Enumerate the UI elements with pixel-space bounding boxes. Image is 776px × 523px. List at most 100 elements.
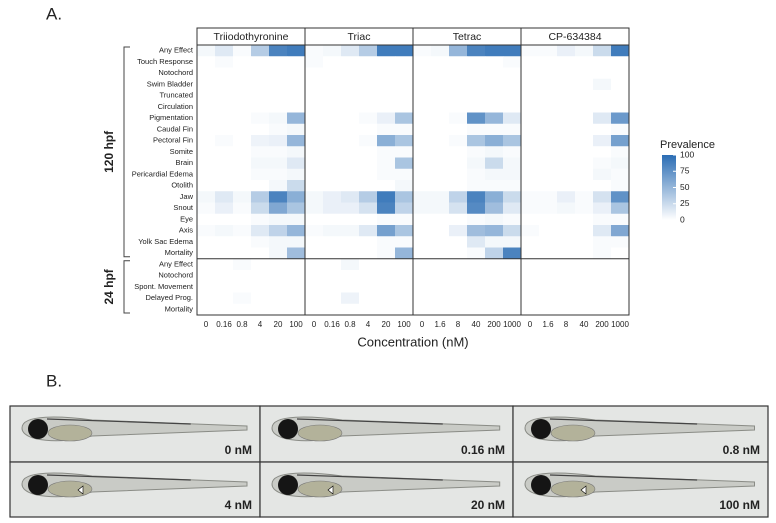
larva-pigment bbox=[296, 474, 443, 481]
heatmap-cell bbox=[467, 56, 486, 68]
heatmap-cell bbox=[197, 67, 216, 80]
heatmap-cell bbox=[575, 258, 594, 271]
heatmap-cell bbox=[377, 292, 396, 305]
heatmap-cell bbox=[305, 78, 324, 91]
heatmap-cell bbox=[575, 123, 594, 136]
heatmap-cell bbox=[449, 146, 468, 158]
heatmap-cell bbox=[395, 146, 414, 158]
heatmap-cell bbox=[593, 303, 612, 316]
heatmap-cell bbox=[413, 281, 432, 293]
heatmap-cell bbox=[611, 292, 630, 305]
heatmap-cell bbox=[215, 225, 234, 237]
heatmap-cell bbox=[557, 56, 576, 68]
heatmap-cell bbox=[359, 225, 378, 237]
heatmap-cell bbox=[521, 303, 540, 316]
heatmap-cell bbox=[287, 258, 306, 271]
heatmap-cell bbox=[341, 135, 360, 147]
arrowhead bbox=[327, 485, 334, 495]
heatmap-cell bbox=[251, 123, 270, 136]
heatmap-cell bbox=[557, 168, 576, 181]
heatmap-cell bbox=[359, 247, 378, 260]
heatmap-cell bbox=[521, 157, 540, 170]
heatmap-cell bbox=[287, 202, 306, 215]
heatmap-cell bbox=[413, 180, 432, 192]
heatmap-cell bbox=[557, 258, 576, 271]
heatmap-cell bbox=[485, 213, 504, 226]
heatmap-cell bbox=[539, 90, 558, 102]
heatmap-cell bbox=[467, 101, 486, 113]
heatmap-cell bbox=[539, 258, 558, 271]
heatmap-cell bbox=[305, 157, 324, 170]
heatmap-cell bbox=[485, 123, 504, 136]
heatmap-cell bbox=[521, 236, 540, 248]
heatmap-cell bbox=[305, 123, 324, 136]
heatmap-cell bbox=[395, 213, 414, 226]
heatmap-cell bbox=[467, 225, 486, 237]
heatmap-cell bbox=[521, 281, 540, 293]
heatmap-cell bbox=[593, 146, 612, 158]
heatmap-cell bbox=[611, 168, 630, 181]
heatmap-cell bbox=[539, 135, 558, 147]
heatmap-cell bbox=[215, 258, 234, 271]
heatmap-cell bbox=[611, 90, 630, 102]
heatmap-cell bbox=[233, 56, 252, 68]
heatmap-cell bbox=[251, 213, 270, 226]
heatmap-cell bbox=[503, 258, 522, 271]
heatmap-cell bbox=[269, 168, 288, 181]
heatmap-cell bbox=[251, 135, 270, 147]
heatmap-cell bbox=[359, 67, 378, 80]
heatmap-cell bbox=[557, 225, 576, 237]
heatmap-cell bbox=[341, 56, 360, 68]
heatmap-cell bbox=[251, 281, 270, 293]
heatmap-cell bbox=[485, 90, 504, 102]
heatmap-cell bbox=[467, 45, 486, 57]
heatmap-cell bbox=[593, 270, 612, 282]
heatmap-cell bbox=[323, 146, 342, 158]
heatmap-cell bbox=[413, 146, 432, 158]
heatmap-cell bbox=[503, 78, 522, 91]
heatmap-cell bbox=[287, 270, 306, 282]
heatmap-cell bbox=[485, 157, 504, 170]
heatmap-cell bbox=[269, 303, 288, 316]
heatmap-cell bbox=[539, 191, 558, 203]
x-tick-label: 8 bbox=[564, 320, 569, 329]
heatmap-cell bbox=[521, 45, 540, 57]
heatmap-cell bbox=[305, 281, 324, 293]
heatmap-cell bbox=[269, 191, 288, 203]
heatmap-cell bbox=[269, 135, 288, 147]
row-label: Snout bbox=[173, 203, 194, 212]
heatmap-cell bbox=[251, 157, 270, 170]
heatmap-cell bbox=[287, 101, 306, 113]
heatmap-cell bbox=[197, 292, 216, 305]
heatmap-cell bbox=[359, 101, 378, 113]
heatmap-cell bbox=[431, 225, 450, 237]
heatmap-cell bbox=[269, 146, 288, 158]
heatmap-cell bbox=[359, 123, 378, 136]
heatmap-cell bbox=[197, 146, 216, 158]
heatmap-cell bbox=[323, 135, 342, 147]
heatmap-cell bbox=[251, 258, 270, 271]
photo-label: 0.8 nM bbox=[723, 443, 760, 457]
larva-pigment bbox=[296, 418, 443, 425]
x-tick-label: 0 bbox=[420, 320, 425, 329]
heatmap-cell bbox=[197, 213, 216, 226]
heatmap-cell bbox=[395, 157, 414, 170]
heatmap-cell bbox=[251, 303, 270, 316]
colorbar-title: Prevalence bbox=[660, 139, 715, 151]
heatmap-cell bbox=[323, 303, 342, 316]
heatmap-cell bbox=[521, 168, 540, 181]
heatmap-cell bbox=[377, 112, 396, 125]
heatmap-cell bbox=[575, 213, 594, 226]
group-bracket bbox=[123, 46, 130, 258]
row-label: Delayed Prog. bbox=[145, 293, 193, 302]
heatmap-cell bbox=[593, 225, 612, 237]
heatmap-cell bbox=[197, 112, 216, 125]
x-tick-label: 4 bbox=[258, 320, 263, 329]
heatmap-cell bbox=[287, 123, 306, 136]
heatmap-cell bbox=[575, 101, 594, 113]
heatmap-cell bbox=[413, 168, 432, 181]
heatmap-cell bbox=[305, 191, 324, 203]
heatmap-cell bbox=[413, 135, 432, 147]
larva-yolk bbox=[297, 424, 343, 442]
heatmap-cell bbox=[323, 270, 342, 282]
